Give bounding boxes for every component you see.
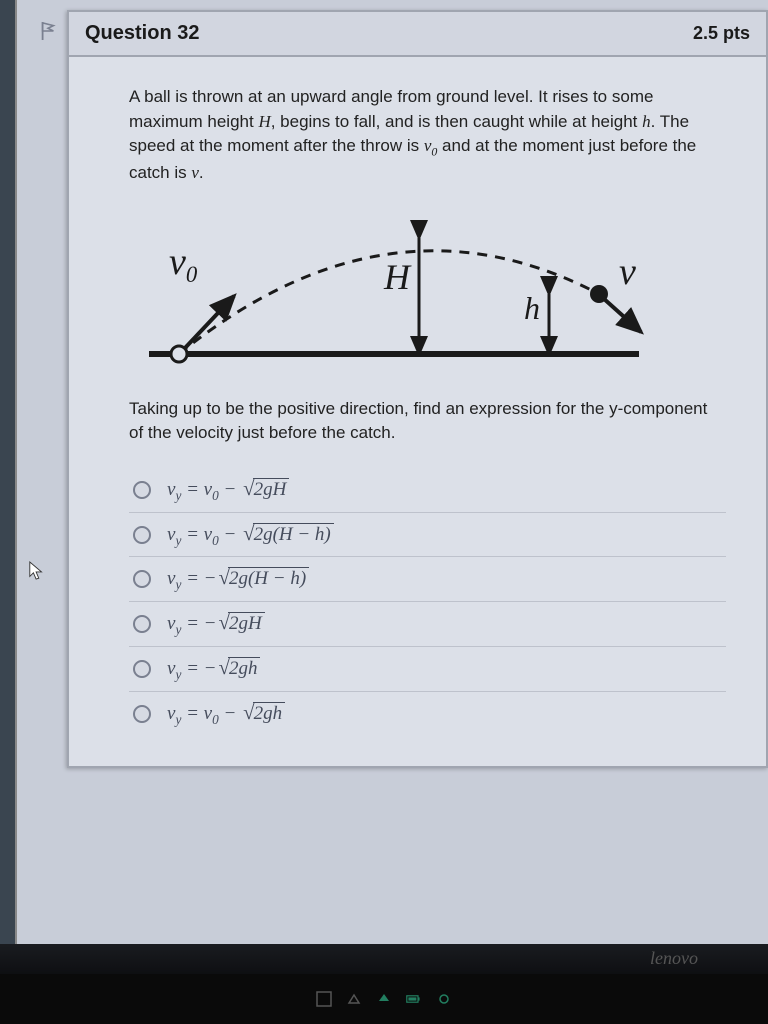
answer-choice[interactable]: vy = v0 − 2gH bbox=[129, 468, 726, 513]
power-icon[interactable] bbox=[436, 991, 452, 1007]
question-number: Question 32 bbox=[85, 22, 199, 45]
choice-formula: vy = v0 − 2g(H − h) bbox=[167, 521, 334, 549]
screen: Question 32 2.5 pts A ball is thrown at … bbox=[0, 0, 768, 1024]
brand-label: lenovo bbox=[650, 948, 698, 969]
radio-icon[interactable] bbox=[133, 526, 151, 544]
projectile-diagram: v0 Hh v bbox=[129, 204, 726, 379]
answer-choice[interactable]: vy = v0 − 2gh bbox=[129, 692, 726, 736]
answer-choices: vy = v0 − 2gH vy = v0 − 2g(H − h) vy = −2g… bbox=[129, 468, 726, 736]
choice-formula: vy = −2g(H − h) bbox=[167, 565, 309, 593]
tray-icon[interactable] bbox=[346, 991, 362, 1007]
cursor-icon bbox=[28, 560, 46, 582]
flag-icon[interactable] bbox=[39, 20, 57, 42]
question-body: A ball is thrown at an upward angle from… bbox=[69, 57, 766, 766]
choice-formula: vy = −2gH bbox=[167, 610, 265, 638]
svg-text:v: v bbox=[619, 251, 636, 293]
svg-text:v0: v0 bbox=[169, 241, 198, 287]
battery-icon[interactable] bbox=[406, 991, 422, 1007]
choice-formula: vy = −2gh bbox=[167, 655, 260, 683]
answer-choice[interactable]: vy = −2gh bbox=[129, 647, 726, 692]
choice-formula: vy = v0 − 2gh bbox=[167, 700, 285, 728]
taskbar bbox=[0, 974, 768, 1024]
question-card: Question 32 2.5 pts A ball is thrown at … bbox=[67, 10, 768, 768]
radio-icon[interactable] bbox=[133, 481, 151, 499]
radio-icon[interactable] bbox=[133, 660, 151, 678]
answer-choice[interactable]: vy = −2gH bbox=[129, 602, 726, 647]
quiz-page: Question 32 2.5 pts A ball is thrown at … bbox=[15, 0, 768, 944]
answer-choice[interactable]: vy = −2g(H − h) bbox=[129, 557, 726, 602]
question-prompt-2: Taking up to be the positive direction, … bbox=[129, 397, 726, 446]
radio-icon[interactable] bbox=[133, 570, 151, 588]
question-points: 2.5 pts bbox=[693, 23, 750, 44]
radio-icon[interactable] bbox=[133, 705, 151, 723]
choice-formula: vy = v0 − 2gH bbox=[167, 476, 289, 504]
up-arrow-icon[interactable] bbox=[376, 991, 392, 1007]
svg-text:H: H bbox=[383, 257, 412, 297]
radio-icon[interactable] bbox=[133, 615, 151, 633]
answer-choice[interactable]: vy = v0 − 2g(H − h) bbox=[129, 513, 726, 558]
question-header: Question 32 2.5 pts bbox=[69, 12, 766, 57]
question-prompt: A ball is thrown at an upward angle from… bbox=[129, 85, 726, 186]
svg-text:h: h bbox=[524, 290, 540, 326]
tray-icon[interactable] bbox=[316, 991, 332, 1007]
